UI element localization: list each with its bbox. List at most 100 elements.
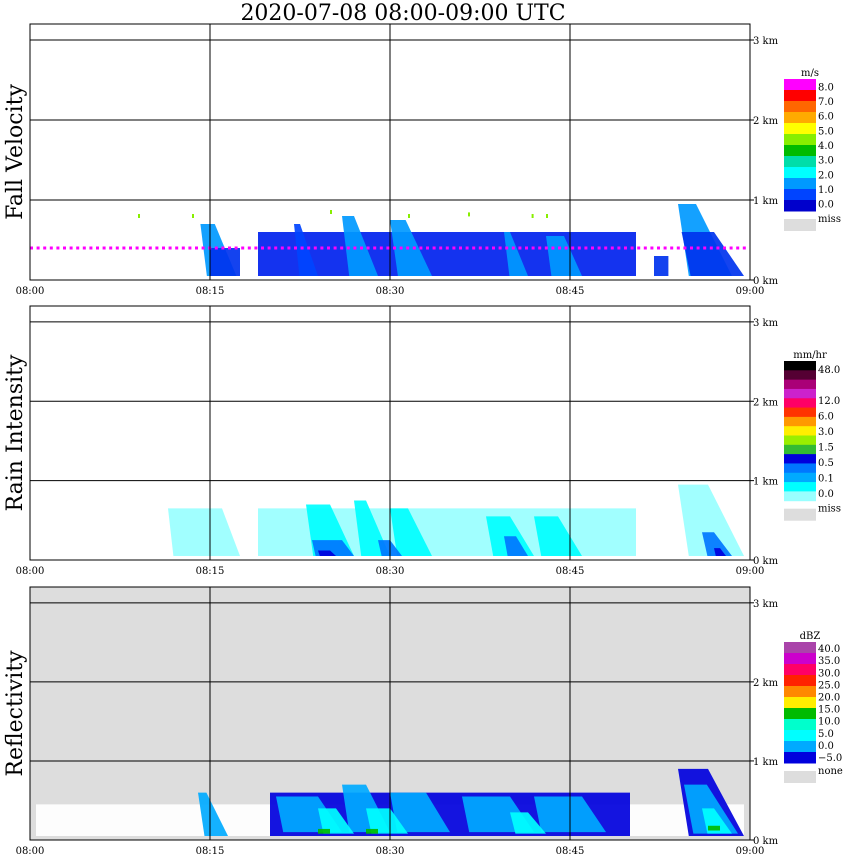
data-point xyxy=(195,246,198,250)
data-region xyxy=(390,792,450,833)
colorbar-cell xyxy=(784,653,816,665)
data-region xyxy=(510,812,546,834)
y-tick-label: 1 km xyxy=(753,196,779,207)
colorbar-cell xyxy=(784,708,816,720)
data-point xyxy=(412,246,416,250)
data-point xyxy=(610,246,614,250)
data-point xyxy=(129,246,132,250)
data-region xyxy=(210,248,240,276)
data-point xyxy=(115,246,119,250)
data-point xyxy=(584,246,588,250)
colorbar-label: 1.5 xyxy=(818,442,834,453)
colorbar-cell xyxy=(784,730,816,742)
data-point xyxy=(571,246,575,250)
data-point xyxy=(498,246,502,250)
colorbar-cell xyxy=(784,642,816,654)
data-point xyxy=(624,246,627,250)
colorbar-cell xyxy=(784,134,816,146)
data-point xyxy=(353,246,357,250)
colorbar-cell xyxy=(784,123,816,135)
data-point xyxy=(546,214,548,218)
y-tick-label: 1 km xyxy=(753,757,779,768)
data-point xyxy=(69,246,73,250)
panel-1: 3 km 2 km 1 km 0 km 08:00 08:15 08:30 08:45 09:0… xyxy=(3,23,841,297)
colorbar-label: 25.0 xyxy=(818,680,840,691)
data-region xyxy=(342,216,378,276)
data-point xyxy=(696,246,700,250)
data-point xyxy=(307,246,311,250)
y-axis-label: Fall Velocity xyxy=(3,84,28,220)
data-point xyxy=(538,246,542,250)
colorbar-cell xyxy=(784,145,816,157)
data-point xyxy=(643,246,647,250)
x-tick-label: 08:15 xyxy=(196,286,225,297)
colorbar-cell xyxy=(784,664,816,676)
data-point xyxy=(709,246,713,250)
colorbar-cell xyxy=(784,370,816,381)
data-point xyxy=(313,246,317,250)
x-tick-label: 08:30 xyxy=(376,566,405,577)
data-point xyxy=(465,246,469,250)
data-point xyxy=(577,246,581,250)
colorbar-label: 0.5 xyxy=(818,458,834,469)
data-point xyxy=(445,246,449,250)
data-region xyxy=(168,508,240,557)
colorbar-cell xyxy=(784,675,816,687)
colorbar-unit: mm/hr xyxy=(793,350,827,361)
data-point xyxy=(89,246,93,250)
data-point xyxy=(597,246,601,250)
colorbar-cell xyxy=(784,407,816,418)
x-tick-label: 08:45 xyxy=(556,566,585,577)
data-point xyxy=(406,246,410,250)
data-point xyxy=(300,246,304,250)
colorbar-cell xyxy=(784,178,816,190)
y-tick-label: 0 km xyxy=(753,836,779,847)
colorbar-cell xyxy=(784,444,816,455)
data-point xyxy=(168,246,172,250)
x-tick-label: 08:00 xyxy=(16,566,45,577)
data-region xyxy=(504,536,528,557)
colorbar-cell xyxy=(784,79,816,91)
colorbar-label: 6.0 xyxy=(818,112,834,123)
data-region xyxy=(504,232,528,276)
data-point xyxy=(234,246,238,250)
data-region xyxy=(294,224,318,276)
colorbar-cell xyxy=(784,112,816,124)
colorbar-cell xyxy=(784,101,816,113)
data-point xyxy=(505,246,509,250)
data-point xyxy=(637,246,641,250)
y-axis-label: Rain Intensity xyxy=(3,354,28,511)
colorbar-cell xyxy=(784,361,816,371)
colorbar-label: 0.0 xyxy=(818,200,834,211)
data-point xyxy=(663,246,667,250)
data-point xyxy=(393,246,396,250)
x-tick-label: 08:30 xyxy=(376,846,405,857)
colorbar-label: 0.0 xyxy=(818,741,834,752)
colorbar-unit: m/s xyxy=(801,68,819,79)
data-point xyxy=(320,246,324,250)
data-point xyxy=(181,246,185,250)
colorbar-cell xyxy=(784,167,816,179)
x-tick-label: 08:45 xyxy=(556,846,585,857)
colorbar-label: 4.0 xyxy=(818,141,834,152)
data-point xyxy=(690,246,693,250)
data-point xyxy=(366,246,370,250)
chart-title: 2020-07-08 08:00-09:00 UTC xyxy=(240,1,566,26)
colorbar-cell xyxy=(784,686,816,698)
data-point xyxy=(63,246,66,250)
data-point xyxy=(201,246,205,250)
data-region xyxy=(654,256,669,276)
data-point xyxy=(188,246,192,250)
data-point xyxy=(148,246,152,250)
colorbar-label: 7.0 xyxy=(818,97,834,108)
data-point xyxy=(604,246,608,250)
colorbar-label: 1.0 xyxy=(818,185,834,196)
y-axis-label: Reflectivity xyxy=(3,650,28,777)
y-tick-label: 0 km xyxy=(753,276,779,287)
data-point xyxy=(274,246,278,250)
data-point xyxy=(703,246,707,250)
panel-3: 3 km 2 km 1 km 0 km 08:00 08:15 08:30 08:45 09:0… xyxy=(3,586,843,857)
colorbar-cell xyxy=(784,454,816,464)
data-point xyxy=(452,246,456,250)
data-point xyxy=(716,246,720,250)
